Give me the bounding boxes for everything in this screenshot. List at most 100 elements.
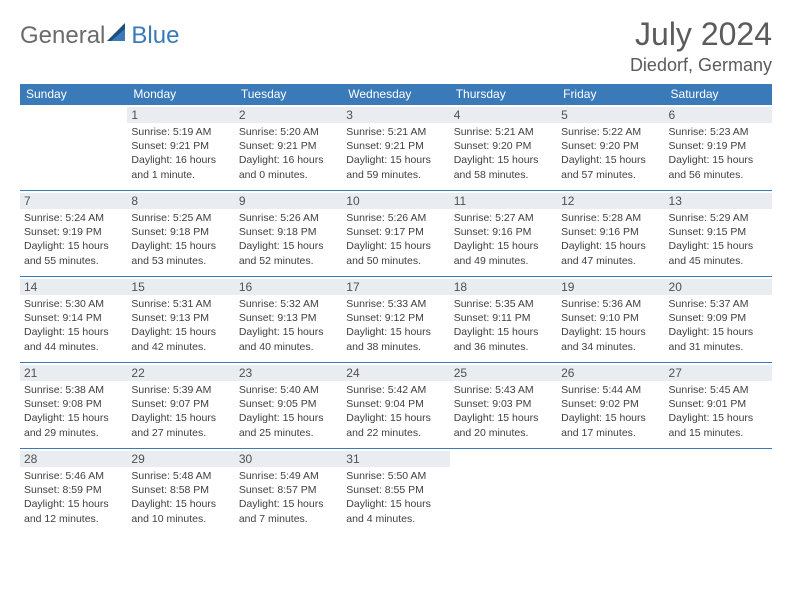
weekday-header: Thursday xyxy=(450,84,557,105)
day-number: 28 xyxy=(20,451,127,467)
day-number: 23 xyxy=(235,365,342,381)
calendar-cell: 15Sunrise: 5:31 AMSunset: 9:13 PMDayligh… xyxy=(127,277,234,363)
sunset-line: Sunset: 9:18 PM xyxy=(131,225,230,239)
calendar-cell xyxy=(20,105,127,191)
sunrise-line: Sunrise: 5:25 AM xyxy=(131,211,230,225)
day-details: Sunrise: 5:38 AMSunset: 9:08 PMDaylight:… xyxy=(24,383,123,440)
day-details: Sunrise: 5:35 AMSunset: 9:11 PMDaylight:… xyxy=(454,297,553,354)
calendar-cell: 26Sunrise: 5:44 AMSunset: 9:02 PMDayligh… xyxy=(557,363,664,449)
sunrise-line: Sunrise: 5:50 AM xyxy=(346,469,445,483)
daylight-line: Daylight: 15 hours and 36 minutes. xyxy=(454,325,553,353)
sunrise-line: Sunrise: 5:46 AM xyxy=(24,469,123,483)
day-details: Sunrise: 5:30 AMSunset: 9:14 PMDaylight:… xyxy=(24,297,123,354)
weekday-header: Monday xyxy=(127,84,234,105)
day-details: Sunrise: 5:49 AMSunset: 8:57 PMDaylight:… xyxy=(239,469,338,526)
calendar-cell xyxy=(557,449,664,535)
day-number: 10 xyxy=(342,193,449,209)
sunset-line: Sunset: 9:12 PM xyxy=(346,311,445,325)
calendar-cell: 13Sunrise: 5:29 AMSunset: 9:15 PMDayligh… xyxy=(665,191,772,277)
daylight-line: Daylight: 15 hours and 49 minutes. xyxy=(454,239,553,267)
daylight-line: Daylight: 15 hours and 7 minutes. xyxy=(239,497,338,525)
sunset-line: Sunset: 9:15 PM xyxy=(669,225,768,239)
sunset-line: Sunset: 9:16 PM xyxy=(454,225,553,239)
day-details: Sunrise: 5:21 AMSunset: 9:20 PMDaylight:… xyxy=(454,125,553,182)
daylight-line: Daylight: 15 hours and 20 minutes. xyxy=(454,411,553,439)
calendar-cell: 16Sunrise: 5:32 AMSunset: 9:13 PMDayligh… xyxy=(235,277,342,363)
daylight-line: Daylight: 16 hours and 1 minute. xyxy=(131,153,230,181)
day-number: 26 xyxy=(557,365,664,381)
sunset-line: Sunset: 9:02 PM xyxy=(561,397,660,411)
calendar-week-row: 21Sunrise: 5:38 AMSunset: 9:08 PMDayligh… xyxy=(20,363,772,449)
day-number: 3 xyxy=(342,107,449,123)
sunset-line: Sunset: 9:20 PM xyxy=(561,139,660,153)
calendar-cell: 14 Sunrise: 5:30 AMSunset: 9:14 PMDayligh… xyxy=(20,277,127,363)
day-details: Sunrise: 5:43 AMSunset: 9:03 PMDaylight:… xyxy=(454,383,553,440)
sunset-line: Sunset: 9:19 PM xyxy=(669,139,768,153)
sunrise-line: Sunrise: 5:21 AM xyxy=(454,125,553,139)
day-number: 15 xyxy=(127,279,234,295)
daylight-line: Daylight: 15 hours and 22 minutes. xyxy=(346,411,445,439)
day-number: 14 xyxy=(20,279,127,295)
brand-part2: Blue xyxy=(131,22,179,50)
daylight-line: Daylight: 15 hours and 29 minutes. xyxy=(24,411,123,439)
day-details: Sunrise: 5:25 AMSunset: 9:18 PMDaylight:… xyxy=(131,211,230,268)
day-details: Sunrise: 5:37 AMSunset: 9:09 PMDaylight:… xyxy=(669,297,768,354)
sunrise-line: Sunrise: 5:43 AM xyxy=(454,383,553,397)
calendar-cell: 21 Sunrise: 5:38 AMSunset: 9:08 PMDayligh… xyxy=(20,363,127,449)
day-details: Sunrise: 5:39 AMSunset: 9:07 PMDaylight:… xyxy=(131,383,230,440)
day-number: 17 xyxy=(342,279,449,295)
day-details: Sunrise: 5:46 AMSunset: 8:59 PMDaylight:… xyxy=(24,469,123,526)
sunset-line: Sunset: 9:08 PM xyxy=(24,397,123,411)
calendar-cell: 1Sunrise: 5:19 AMSunset: 9:21 PMDaylight… xyxy=(127,105,234,191)
sunrise-line: Sunrise: 5:42 AM xyxy=(346,383,445,397)
day-number: 22 xyxy=(127,365,234,381)
day-number: 30 xyxy=(235,451,342,467)
day-details: Sunrise: 5:24 AMSunset: 9:19 PMDaylight:… xyxy=(24,211,123,268)
day-details: Sunrise: 5:36 AMSunset: 9:10 PMDaylight:… xyxy=(561,297,660,354)
daylight-line: Daylight: 15 hours and 12 minutes. xyxy=(24,497,123,525)
sunset-line: Sunset: 9:13 PM xyxy=(131,311,230,325)
sunset-line: Sunset: 9:18 PM xyxy=(239,225,338,239)
sunrise-line: Sunrise: 5:38 AM xyxy=(24,383,123,397)
day-number: 21 xyxy=(20,365,127,381)
daylight-line: Daylight: 15 hours and 10 minutes. xyxy=(131,497,230,525)
header: GeneralBlue July 2024 Diedorf, Germany xyxy=(20,16,772,76)
day-details: Sunrise: 5:27 AMSunset: 9:16 PMDaylight:… xyxy=(454,211,553,268)
day-number: 24 xyxy=(342,365,449,381)
day-number: 13 xyxy=(665,193,772,209)
calendar-cell: 18Sunrise: 5:35 AMSunset: 9:11 PMDayligh… xyxy=(450,277,557,363)
month-year: July 2024 xyxy=(630,16,772,53)
day-number: 20 xyxy=(665,279,772,295)
sunrise-line: Sunrise: 5:30 AM xyxy=(24,297,123,311)
calendar-cell: 25Sunrise: 5:43 AMSunset: 9:03 PMDayligh… xyxy=(450,363,557,449)
logo-sail-icon xyxy=(107,22,129,50)
sunset-line: Sunset: 9:07 PM xyxy=(131,397,230,411)
sunrise-line: Sunrise: 5:39 AM xyxy=(131,383,230,397)
day-number: 2 xyxy=(235,107,342,123)
day-number: 8 xyxy=(127,193,234,209)
daylight-line: Daylight: 15 hours and 58 minutes. xyxy=(454,153,553,181)
day-number: 12 xyxy=(557,193,664,209)
sunset-line: Sunset: 9:09 PM xyxy=(669,311,768,325)
daylight-line: Daylight: 15 hours and 52 minutes. xyxy=(239,239,338,267)
daylight-line: Daylight: 15 hours and 4 minutes. xyxy=(346,497,445,525)
daylight-line: Daylight: 15 hours and 34 minutes. xyxy=(561,325,660,353)
sunrise-line: Sunrise: 5:23 AM xyxy=(669,125,768,139)
sunset-line: Sunset: 9:05 PM xyxy=(239,397,338,411)
day-details: Sunrise: 5:32 AMSunset: 9:13 PMDaylight:… xyxy=(239,297,338,354)
day-details: Sunrise: 5:26 AMSunset: 9:17 PMDaylight:… xyxy=(346,211,445,268)
day-details: Sunrise: 5:22 AMSunset: 9:20 PMDaylight:… xyxy=(561,125,660,182)
calendar-cell: 19Sunrise: 5:36 AMSunset: 9:10 PMDayligh… xyxy=(557,277,664,363)
sunrise-line: Sunrise: 5:19 AM xyxy=(131,125,230,139)
weekday-header: Wednesday xyxy=(342,84,449,105)
sunrise-line: Sunrise: 5:22 AM xyxy=(561,125,660,139)
sunset-line: Sunset: 9:20 PM xyxy=(454,139,553,153)
daylight-line: Daylight: 15 hours and 45 minutes. xyxy=(669,239,768,267)
weekday-header: Saturday xyxy=(665,84,772,105)
calendar-week-row: 14Sunrise: 5:30 AMSunset: 9:14 PMDayligh… xyxy=(20,277,772,363)
sunset-line: Sunset: 9:14 PM xyxy=(24,311,123,325)
day-details: Sunrise: 5:42 AMSunset: 9:04 PMDaylight:… xyxy=(346,383,445,440)
sunset-line: Sunset: 9:19 PM xyxy=(24,225,123,239)
sunrise-line: Sunrise: 5:49 AM xyxy=(239,469,338,483)
calendar-week-row: 28 Sunrise: 5:46 AMSunset: 8:59 PMDayligh… xyxy=(20,449,772,535)
